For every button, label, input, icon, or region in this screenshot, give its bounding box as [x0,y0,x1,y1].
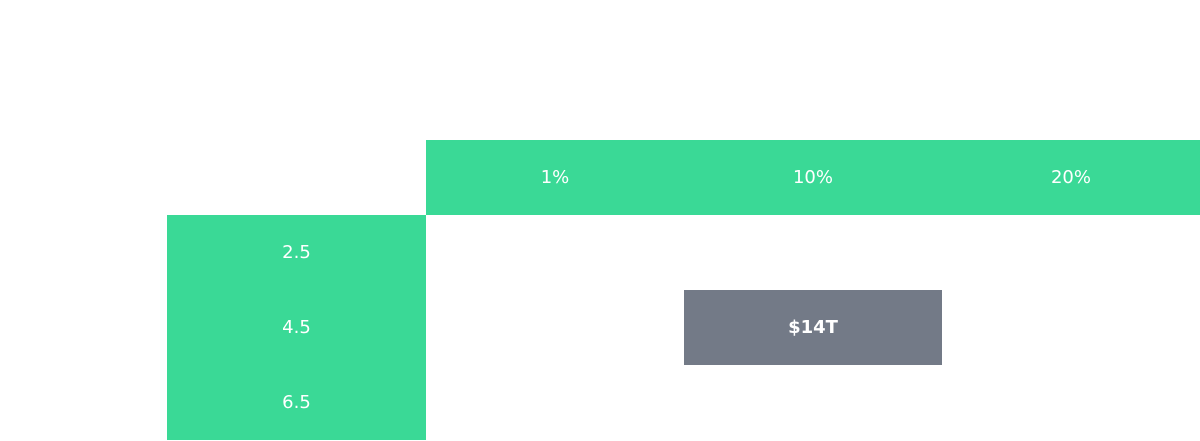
column-header: 10% [792,167,833,188]
column-header: 1% [540,167,570,188]
value-cell: $14T [684,290,942,365]
row-header: 4.5 [282,317,311,338]
row-header: 2.5 [282,242,311,263]
column-header: 20% [1050,167,1091,188]
row-header: 6.5 [282,392,311,413]
column-header-band [426,140,1200,215]
row-header-band [167,215,426,440]
